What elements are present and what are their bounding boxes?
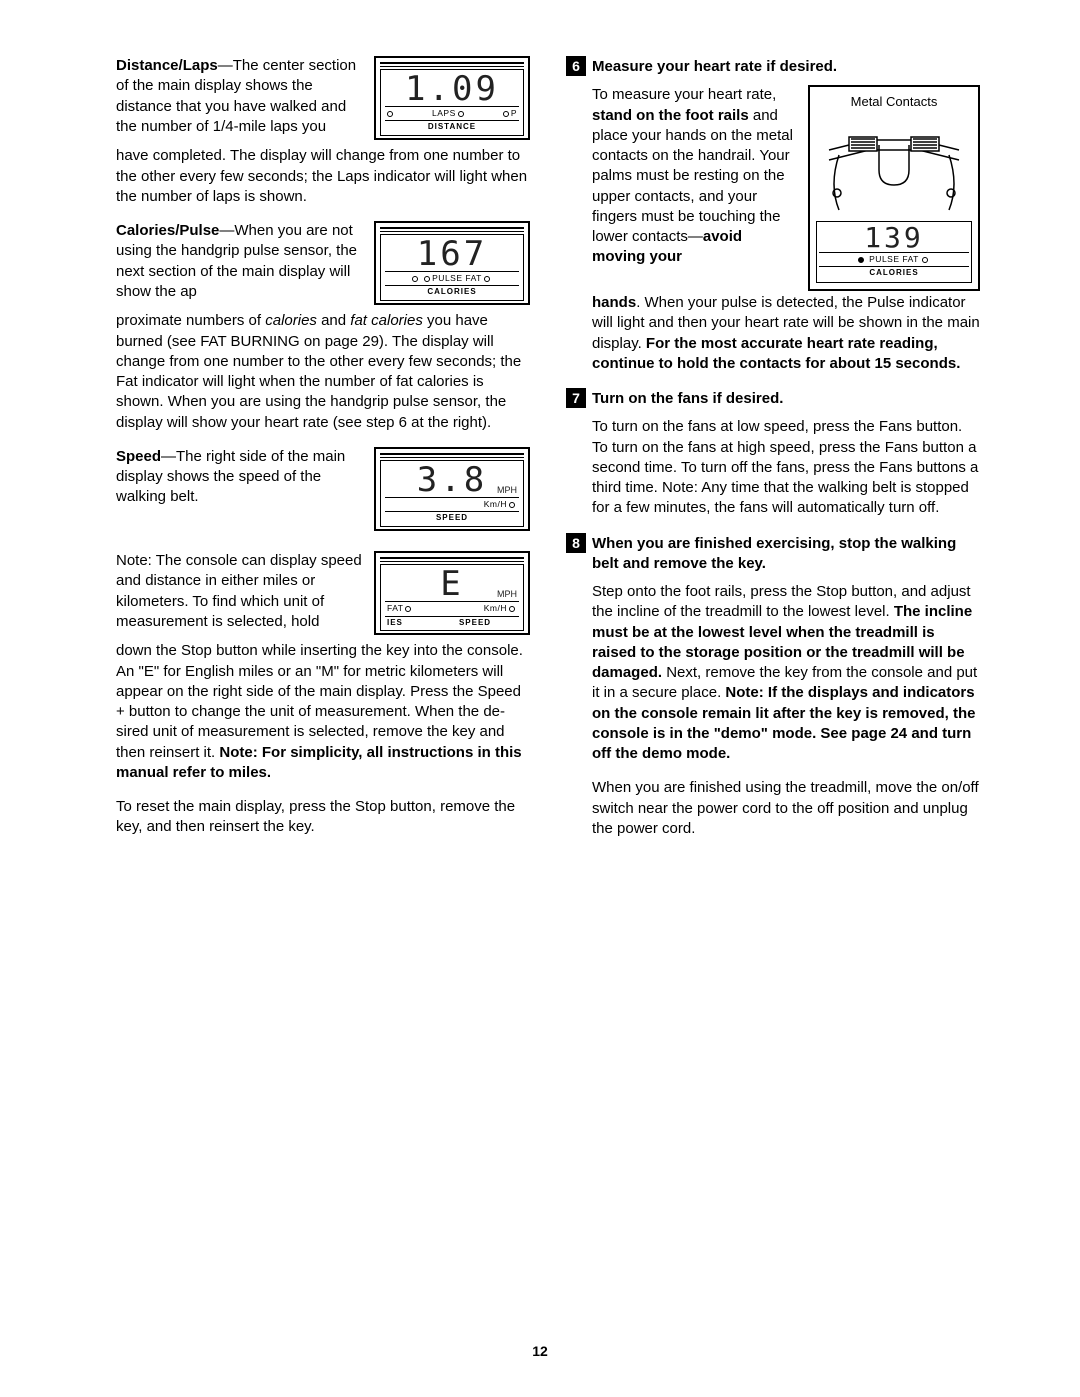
- step6-head: 6 Measure your heart rate if desired.: [566, 56, 980, 77]
- heart-rate-figure: Metal Contacts: [808, 85, 980, 291]
- step6-title: Measure your heart rate if desired.: [592, 56, 980, 77]
- unit-lcd-value: E MPH: [385, 567, 519, 601]
- speed-lcd-sub: Km/H: [484, 499, 517, 510]
- unit-lcd-sub-l: FAT: [387, 603, 413, 614]
- distance-cont: have completed. The display will change …: [116, 146, 530, 207]
- reset-text: To reset the main display, press the Sto…: [116, 797, 530, 838]
- calories-cont: proximate numbers of calories and fat ca…: [116, 311, 530, 433]
- distance-lcd: 1.09 LAPS P DISTANCE: [374, 56, 530, 140]
- step7-num: 7: [566, 388, 586, 408]
- calories-lcd: 167 PULSE FAT CALORIES: [374, 221, 530, 305]
- page-number: 12: [0, 1342, 1080, 1361]
- step8-title: When you are finished exercising, stop t…: [592, 533, 980, 575]
- distance-section: Distance/Laps—The center section of the …: [116, 56, 530, 140]
- step7-body: To turn on the fans at low speed, press …: [566, 417, 980, 518]
- hr-lcd-value: 139: [819, 224, 969, 252]
- calories-section: Calories/Pulse—When you are not using th…: [116, 221, 530, 305]
- step7-head: 7 Turn on the fans if desired.: [566, 388, 980, 409]
- step7-title: Turn on the fans if desired.: [592, 388, 980, 409]
- hr-lcd-sub: PULSE FAT: [869, 254, 919, 265]
- handrail-icon: [819, 115, 969, 215]
- calories-lcd-sub: PULSE FAT: [424, 273, 492, 284]
- note-section: Note: The console can display speed and …: [116, 551, 530, 635]
- speed-lcd-band: SPEED: [385, 511, 519, 525]
- unit-lcd-sub-r: Km/H: [484, 603, 517, 614]
- unit-lcd: E MPH FAT Km/H IES SPEED: [374, 551, 530, 635]
- distance-lcd-laps: LAPS: [432, 108, 466, 119]
- step8-num: 8: [566, 533, 586, 553]
- step6-num: 6: [566, 56, 586, 76]
- step8-p2: When you are finished using the treadmil…: [566, 778, 980, 839]
- speed-lcd-value: 3.8 MPH: [385, 463, 519, 497]
- hr-lcd-band: CALORIES: [819, 266, 969, 280]
- step6-p1: To measure your heart rate, stand on the…: [592, 85, 796, 267]
- speed-section: Speed—The right side of the main display…: [116, 447, 530, 531]
- page-columns: Distance/Laps—The center section of the …: [60, 56, 1020, 853]
- distance-lcd-value: 1.09: [385, 72, 519, 106]
- right-column: 6 Measure your heart rate if desired. To…: [566, 56, 1020, 853]
- unit-lcd-band-r: SPEED: [431, 618, 519, 629]
- speed-lcd: 3.8 MPH Km/H SPEED: [374, 447, 530, 531]
- calories-heading: Calories/Pulse: [116, 222, 219, 239]
- speed-heading: Speed: [116, 448, 161, 465]
- left-column: Distance/Laps—The center section of the …: [60, 56, 530, 853]
- step8-head: 8 When you are finished exercising, stop…: [566, 533, 980, 575]
- step6-p2: hands. When your pulse is detected, the …: [566, 293, 980, 374]
- calories-lcd-value: 167: [385, 237, 519, 271]
- calories-lcd-band: CALORIES: [385, 285, 519, 299]
- unit-lcd-band-l: IES: [385, 618, 431, 629]
- note-intro: Note: The console can display speed and …: [116, 551, 362, 632]
- metal-contacts-label: Metal Contacts: [816, 93, 972, 111]
- distance-heading: Distance/Laps: [116, 57, 218, 74]
- distance-lcd-band: DISTANCE: [385, 120, 519, 134]
- step8-p1: Step onto the foot rails, press the Stop…: [566, 582, 980, 764]
- note-cont: down the Stop button while inserting the…: [116, 641, 530, 783]
